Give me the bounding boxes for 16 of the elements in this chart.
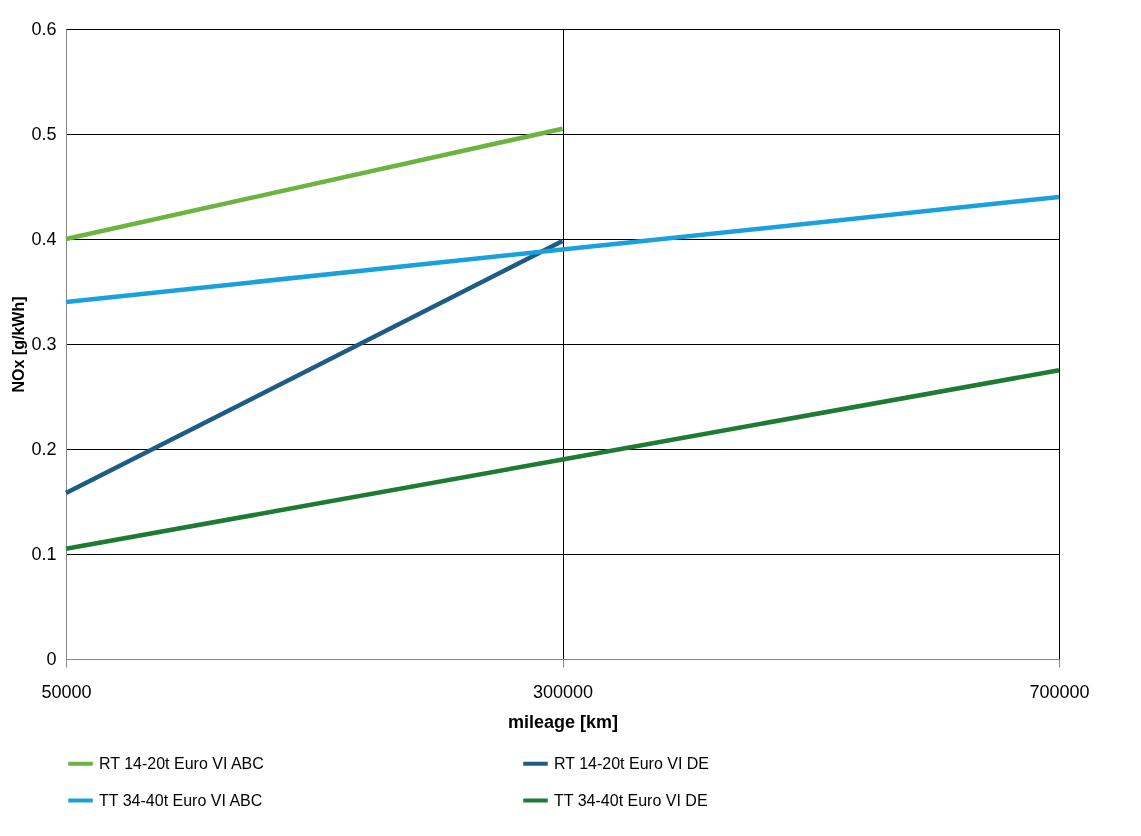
legend-label: RT 14-20t Euro VI DE bbox=[554, 754, 710, 772]
y-tick-label: 0.1 bbox=[31, 543, 57, 564]
y-axis-title: NOx [g/kWh] bbox=[10, 296, 28, 393]
x-tick-label: 700000 bbox=[1029, 681, 1090, 702]
x-tick-label: 300000 bbox=[532, 681, 594, 702]
y-tick-label: 0 bbox=[46, 648, 57, 669]
legend-label: TT 34-40t Euro VI DE bbox=[554, 791, 708, 809]
y-tick-label: 0.2 bbox=[31, 438, 57, 459]
legend-label: TT 34-40t Euro VI ABC bbox=[99, 791, 263, 809]
x-axis-title: mileage [km] bbox=[507, 711, 619, 732]
legend-label: RT 14-20t Euro VI ABC bbox=[99, 754, 264, 772]
y-tick-label: 0.4 bbox=[31, 228, 57, 249]
y-tick-label: 0.3 bbox=[31, 333, 57, 354]
y-tick-label: 0.5 bbox=[31, 123, 57, 144]
x-tick-label: 50000 bbox=[41, 681, 92, 702]
y-tick-label: 0.6 bbox=[31, 18, 57, 39]
